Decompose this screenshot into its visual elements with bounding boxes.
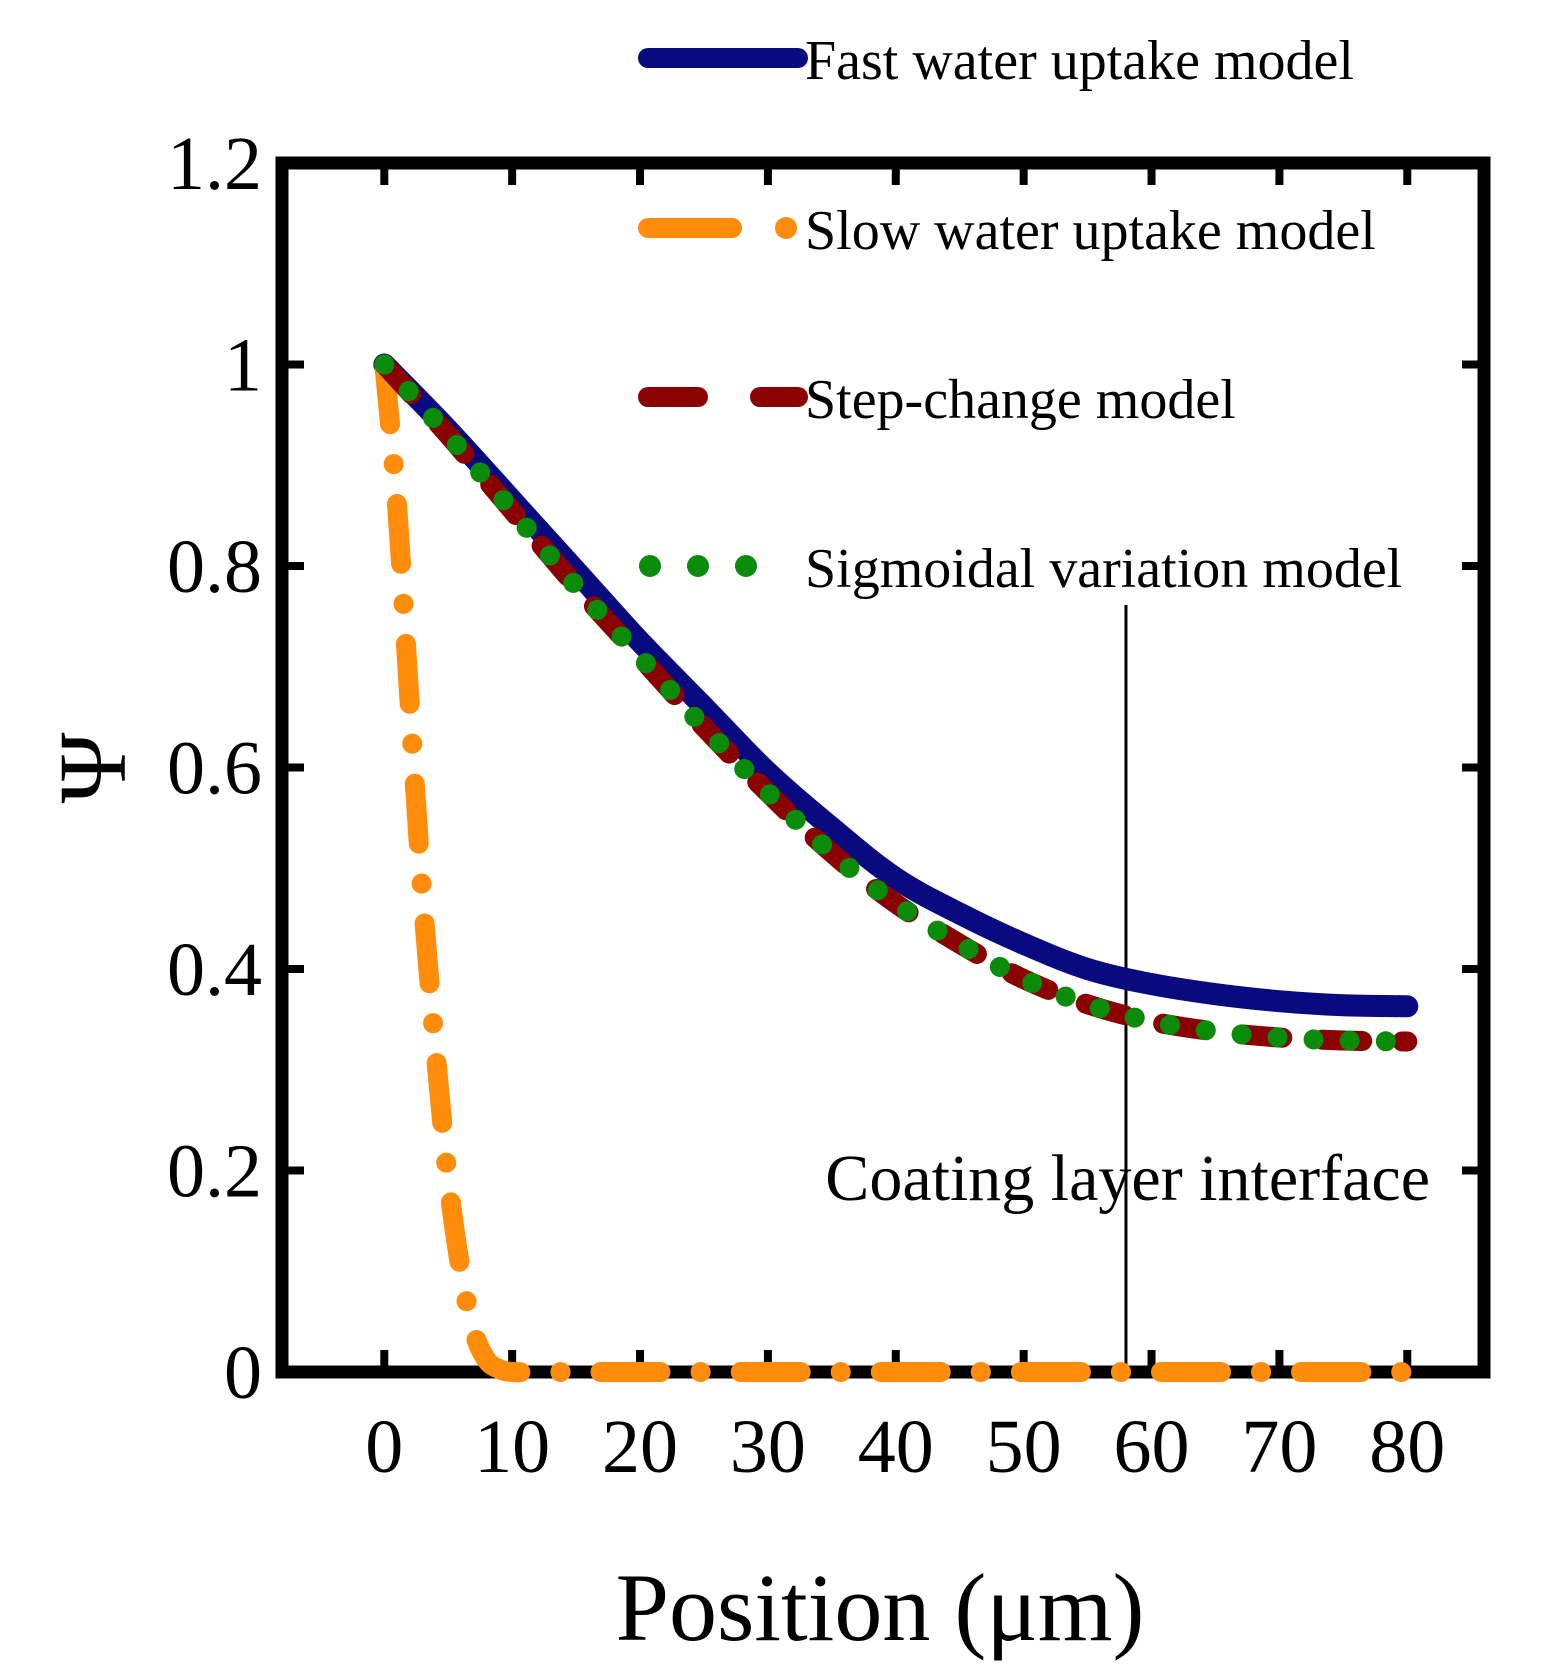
x-tick-label-8: 80 bbox=[1369, 1405, 1445, 1489]
series-line-slow bbox=[374, 354, 1418, 1383]
y-tick-label-0: 0 bbox=[224, 1331, 262, 1415]
legend: Fast water uptake model Slow water uptak… bbox=[638, 30, 1402, 600]
x-tick-label-5: 50 bbox=[986, 1405, 1062, 1489]
series-line-step bbox=[374, 354, 1418, 1052]
y-tick-label-1: 0.2 bbox=[167, 1130, 262, 1214]
y-tick-labels: 0 0.2 0.4 0.6 0.8 1 1.2 bbox=[167, 122, 262, 1415]
y-tick-label-3: 0.6 bbox=[167, 727, 262, 811]
x-tick-label-3: 30 bbox=[730, 1405, 806, 1489]
y-tick-label-2: 0.4 bbox=[167, 928, 262, 1012]
y-axis-title: Ψ bbox=[39, 732, 146, 803]
legend-label-slow: Slow water uptake model bbox=[805, 200, 1376, 262]
y-tick-label-6: 1.2 bbox=[167, 122, 262, 206]
x-tick-label-1: 10 bbox=[474, 1405, 550, 1489]
series-layer bbox=[373, 353, 1419, 1383]
y-tick-label-5: 1 bbox=[224, 324, 262, 408]
x-tick-labels: 0 10 20 30 40 50 60 70 80 bbox=[365, 1405, 1445, 1489]
x-axis-title: Position (μm) bbox=[616, 1554, 1145, 1661]
legend-label-step: Step-change model bbox=[805, 369, 1236, 431]
x-tick-label-0: 0 bbox=[365, 1405, 403, 1489]
legend-swatch-sigmoid bbox=[639, 555, 757, 577]
x-tick-label-4: 40 bbox=[858, 1405, 934, 1489]
series-line-sigmoid bbox=[374, 354, 1418, 1052]
legend-label-fast: Fast water uptake model bbox=[805, 30, 1354, 92]
y-tick-label-4: 0.8 bbox=[167, 525, 262, 609]
interface-annotation: Coating layer interface bbox=[825, 1142, 1430, 1215]
legend-swatch-slow bbox=[638, 217, 797, 239]
x-tick-label-6: 60 bbox=[1114, 1405, 1190, 1489]
x-tick-label-7: 70 bbox=[1241, 1405, 1317, 1489]
legend-label-sigmoid: Sigmoidal variation model bbox=[805, 538, 1402, 600]
x-tick-label-2: 20 bbox=[602, 1405, 678, 1489]
